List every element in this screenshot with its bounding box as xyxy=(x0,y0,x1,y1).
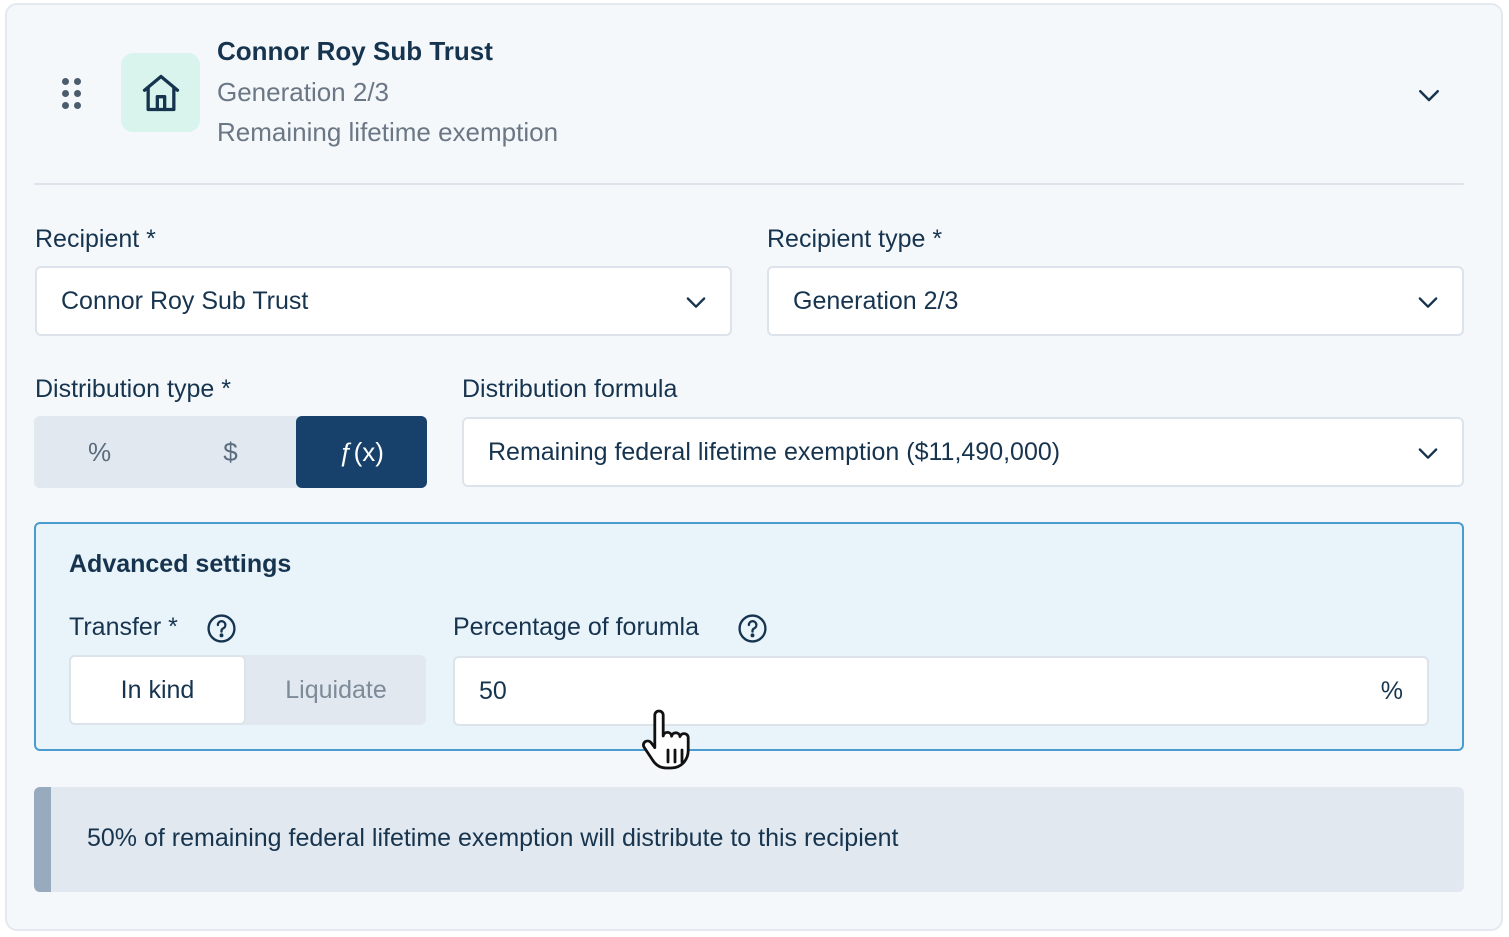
chevron-down-icon xyxy=(686,297,706,308)
percentage-input-value: 50 xyxy=(479,677,507,705)
distribution-type-percent[interactable]: % xyxy=(87,436,112,467)
hand-pointer-cursor-icon xyxy=(642,709,690,770)
recipient-title: Connor Roy Sub Trust xyxy=(217,36,493,66)
recipient-type-label: Recipient type * xyxy=(767,225,943,253)
chevron-down-icon xyxy=(1418,448,1438,459)
chevron-down-icon xyxy=(1418,297,1438,308)
recipient-generation: Generation 2/3 xyxy=(217,77,390,107)
distribution-type-formula[interactable]: ƒ(x) xyxy=(296,416,427,488)
percentage-label: Percentage of forumla xyxy=(453,613,699,641)
transfer-liquidate[interactable]: Liquidate xyxy=(285,675,387,704)
help-circle-icon[interactable] xyxy=(206,613,237,644)
recipient-select[interactable]: Connor Roy Sub Trust xyxy=(35,266,732,336)
percentage-input[interactable]: 50 % xyxy=(453,656,1429,726)
distribution-summary-banner: 50% of remaining federal lifetime exempt… xyxy=(34,787,1464,892)
distribution-formula-select[interactable]: Remaining federal lifetime exemption ($1… xyxy=(462,417,1464,487)
transfer-label: Transfer * xyxy=(69,613,178,641)
transfer-toggle: In kind Liquidate xyxy=(69,655,426,725)
recipient-label: Recipient * xyxy=(35,225,156,253)
percentage-unit: % xyxy=(1380,677,1403,705)
recipient-type-select-value: Generation 2/3 xyxy=(793,287,959,315)
house-icon-tile xyxy=(121,53,200,132)
banner-text: 50% of remaining federal lifetime exempt… xyxy=(87,824,899,852)
help-circle-icon[interactable] xyxy=(737,613,768,644)
distribution-type-label: Distribution type * xyxy=(35,375,231,403)
distribution-formula-value: Remaining federal lifetime exemption ($1… xyxy=(488,438,1061,466)
distribution-formula-label: Distribution formula xyxy=(462,375,678,403)
banner-accent-bar xyxy=(34,787,51,892)
drag-handle-icon[interactable] xyxy=(60,76,90,116)
advanced-settings-title: Advanced settings xyxy=(69,550,292,578)
recipient-caption: Remaining lifetime exemption xyxy=(217,117,559,147)
distribution-type-toggle: % $ ƒ(x) xyxy=(34,416,427,488)
transfer-in-kind[interactable]: In kind xyxy=(69,655,246,725)
recipient-select-value: Connor Roy Sub Trust xyxy=(61,287,309,315)
recipient-type-select[interactable]: Generation 2/3 xyxy=(767,266,1464,336)
header-divider xyxy=(34,183,1464,185)
collapse-chevron-icon[interactable] xyxy=(1414,80,1444,110)
distribution-type-dollar[interactable]: $ xyxy=(223,436,238,467)
house-icon xyxy=(142,74,179,111)
